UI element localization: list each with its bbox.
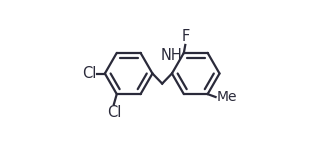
- Text: F: F: [181, 29, 189, 44]
- Text: NH: NH: [160, 48, 182, 63]
- Text: Me: Me: [216, 90, 237, 104]
- Text: Cl: Cl: [82, 66, 96, 81]
- Text: Cl: Cl: [107, 105, 121, 120]
